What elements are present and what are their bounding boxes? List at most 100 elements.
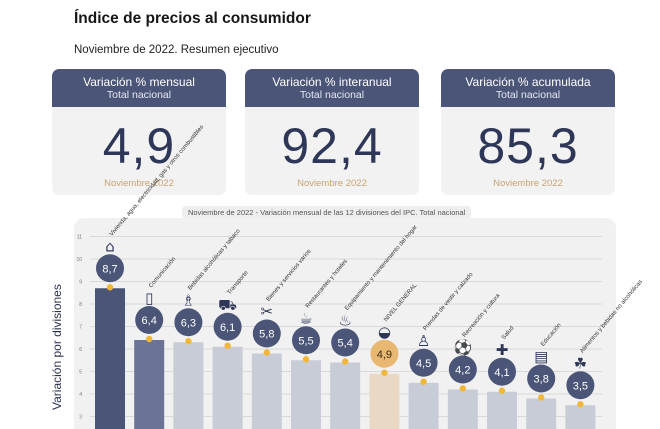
- bar: [487, 391, 517, 429]
- cup-icon: ☕: [299, 309, 312, 327]
- pot-icon: ♨: [338, 312, 351, 330]
- data-label: 4,5: [416, 358, 431, 370]
- x-tick-label: Salud: [501, 325, 515, 341]
- book-icon: ▤: [534, 348, 548, 366]
- x-tick-label: NIVEL GENERAL: [383, 282, 419, 323]
- value-badge: [96, 254, 124, 283]
- y-tick-label: 9: [79, 280, 82, 286]
- value-dot: [381, 369, 388, 376]
- data-label: 3,5: [573, 380, 588, 392]
- value-badge: [135, 306, 164, 334]
- y-tick-label: 8: [79, 302, 82, 308]
- data-label: 8,7: [102, 263, 117, 275]
- value-badge: [174, 308, 203, 337]
- phone-icon: ▯: [145, 289, 153, 307]
- bottle-icon: ♗: [182, 291, 195, 309]
- card-scope: Total nacional: [495, 89, 561, 101]
- card-title: Variación % acumulada: [465, 75, 591, 89]
- value-dot: [538, 394, 545, 401]
- y-tick-label: 6: [79, 347, 82, 353]
- x-tick-label: Bienes y servicios varios: [266, 249, 313, 303]
- data-label: 6,3: [181, 317, 196, 329]
- y-tick-label: 5: [79, 370, 82, 376]
- shirt-icon: ♙: [417, 332, 430, 350]
- x-tick-label: Recreación y cultura: [462, 293, 502, 339]
- y-tick-label: 10: [76, 257, 82, 263]
- y-tick-label: 7: [79, 325, 82, 331]
- chart-title: Noviembre de 2022 - Variación mensual de…: [182, 206, 472, 219]
- card-header: Variación % acumulada Total nacional: [441, 69, 615, 107]
- bar: [291, 360, 321, 429]
- cosmetics-icon: ✂: [261, 303, 274, 321]
- food-icon: ☘: [574, 354, 587, 372]
- bar: [447, 389, 478, 429]
- card-date: Noviembre 2022: [493, 178, 563, 189]
- card-title: Variación % interanual: [272, 75, 392, 89]
- card-date: Noviembre 2022: [297, 178, 367, 189]
- bar: [212, 346, 243, 429]
- data-label: 5,4: [338, 338, 353, 350]
- value-dot: [185, 338, 192, 345]
- data-label: 4,2: [455, 365, 470, 377]
- ball-icon: ⚽: [452, 339, 472, 357]
- bar: [251, 353, 282, 429]
- x-tick-label: Restaurantes y hoteles: [305, 259, 349, 310]
- card-value: 92,4: [281, 118, 383, 174]
- data-label: 3,8: [534, 374, 549, 386]
- card-scope: Total nacional: [106, 89, 172, 101]
- value-badge: [331, 328, 360, 357]
- value-dot: [302, 356, 310, 363]
- data-label: 5,8: [259, 329, 274, 341]
- data-label: 6,4: [142, 315, 157, 327]
- x-tick-label: Vivienda, agua, electricidad, gas y otro…: [109, 124, 205, 237]
- card-yearly-variation: Variación % interanual Total nacional 92…: [245, 69, 419, 195]
- health-cross-icon: ✚: [496, 341, 509, 359]
- value-badge: [448, 355, 477, 384]
- card-monthly-variation: Variación % mensual Total nacional 4,9 N…: [52, 69, 226, 195]
- value-dot: [146, 335, 153, 343]
- bar: [330, 362, 361, 429]
- value-badge: [370, 339, 399, 368]
- value-dot: [420, 378, 427, 385]
- value-badge: [252, 319, 281, 348]
- bar: [369, 373, 400, 429]
- value-dot: [342, 358, 349, 365]
- page-title: Índice de precios al consumidor: [74, 10, 311, 27]
- value-dot: [224, 342, 231, 349]
- data-label: 4,9: [377, 349, 392, 361]
- car-icon: ⛟: [218, 296, 237, 314]
- bar: [526, 398, 557, 429]
- page-subtitle: Noviembre de 2022. Resumen ejecutivo: [74, 44, 279, 56]
- card-title: Variación % mensual: [83, 75, 195, 89]
- basket-icon: ◒: [378, 323, 391, 341]
- value-badge: [527, 364, 556, 393]
- value-badge: [292, 326, 320, 355]
- bar: [95, 288, 125, 429]
- value-badge: [409, 348, 438, 377]
- value-dot: [459, 385, 466, 392]
- card-accumulated-variation: Variación % acumulada Total nacional 85,…: [441, 69, 615, 195]
- y-tick-label: 11: [77, 235, 82, 241]
- data-label: 5,5: [298, 335, 313, 347]
- value-badge: [488, 357, 516, 386]
- x-tick-label: Transporte: [227, 270, 251, 296]
- card-header: Variación % mensual Total nacional: [52, 69, 226, 107]
- house-icon: ⌂: [105, 237, 115, 255]
- bar: [565, 405, 596, 429]
- card-scope: Total nacional: [299, 89, 365, 101]
- value-dot: [498, 387, 506, 394]
- value-dot: [106, 284, 114, 291]
- data-label: 6,1: [220, 322, 235, 334]
- bar: [173, 342, 204, 429]
- data-label: 4,1: [494, 367, 509, 379]
- x-tick-label: Comunicación: [148, 256, 177, 289]
- card-value: 4,9: [102, 118, 176, 174]
- value-badge: [213, 312, 242, 341]
- card-header: Variación % interanual Total nacional: [245, 69, 419, 107]
- x-tick-label: Alimentos y bebidas no alcohólicas: [579, 279, 644, 354]
- bar: [134, 340, 165, 429]
- y-tick-label: 4: [79, 392, 82, 398]
- value-badge: [566, 371, 595, 400]
- bar: [408, 382, 439, 429]
